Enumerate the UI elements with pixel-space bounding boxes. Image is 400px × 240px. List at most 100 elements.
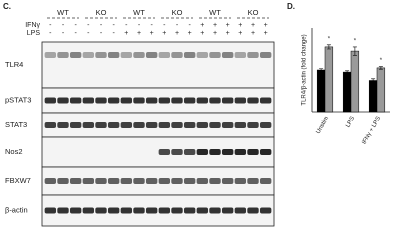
blot-band	[171, 207, 183, 214]
blot-frame	[41, 136, 275, 168]
treatment-label: IFNγ	[25, 22, 40, 29]
blot-band	[183, 178, 196, 184]
treatment-sign: +	[137, 30, 141, 37]
blot-band	[69, 122, 82, 128]
blot-band	[145, 122, 158, 128]
blot-band	[57, 52, 69, 58]
panel-label: C.	[3, 2, 11, 11]
treatment-sign: +	[226, 22, 230, 29]
treatment-sign: -	[49, 30, 52, 37]
blot-band	[158, 149, 171, 155]
blot-band	[259, 178, 272, 184]
treatment-sign: +	[200, 22, 204, 29]
blot-band	[133, 97, 145, 104]
blot-band	[196, 97, 209, 104]
blot-band	[133, 122, 145, 128]
treatment-sign: -	[163, 22, 166, 29]
treatment-sign: +	[238, 30, 242, 37]
blot-band	[221, 122, 234, 128]
blot-band	[196, 207, 209, 214]
blot-band	[221, 97, 234, 104]
group-label: WT	[57, 8, 69, 17]
blot-band	[145, 207, 158, 214]
blot-band	[196, 52, 209, 58]
treatment-sign: -	[100, 30, 103, 37]
blot-band	[234, 97, 247, 104]
bar	[316, 69, 326, 113]
blot-band	[133, 178, 145, 184]
treatment-sign: +	[238, 22, 242, 29]
blot-band	[183, 207, 196, 214]
treatment-sign: +	[150, 30, 154, 37]
treatment-sign: -	[62, 22, 65, 29]
treatment-sign: +	[213, 22, 217, 29]
blot-band	[120, 178, 133, 184]
blot-band	[95, 52, 107, 58]
blot-band	[259, 52, 272, 58]
blot-band	[183, 97, 196, 104]
treatment-sign: +	[124, 30, 128, 37]
panel-label: D.	[287, 2, 295, 11]
blot-band	[107, 178, 120, 184]
treatment-sign: +	[264, 22, 268, 29]
blot-band	[44, 97, 57, 104]
blot-band	[69, 207, 82, 214]
blot-band	[234, 149, 247, 155]
group-label: WT	[209, 8, 221, 17]
blot-band	[95, 207, 107, 214]
blot-band	[145, 178, 158, 184]
blot-frame	[41, 41, 275, 89]
error-bar	[378, 66, 383, 70]
blot-band	[158, 52, 171, 58]
blot-label: pSTAT3	[5, 95, 31, 104]
blot-band	[196, 178, 209, 184]
treatment-sign: +	[226, 30, 230, 37]
blot-band	[120, 52, 133, 58]
significance: *	[354, 38, 357, 44]
blot-band	[183, 149, 196, 155]
blot-band	[259, 149, 272, 155]
blot-band	[82, 122, 95, 128]
blot-band	[107, 52, 120, 58]
treatment-sign: -	[188, 22, 191, 29]
x-tick-label: Unstim	[316, 116, 331, 135]
treatment-sign: -	[87, 30, 90, 37]
error-bar	[345, 70, 350, 74]
blot-band	[183, 122, 196, 128]
treatment-sign: +	[213, 30, 217, 37]
treatment-sign: +	[251, 30, 255, 37]
blot-band	[259, 97, 272, 104]
blot-band	[145, 52, 158, 58]
treatment-sign: -	[150, 22, 153, 29]
blot-band	[171, 52, 183, 58]
blot-band	[171, 178, 183, 184]
blot-band	[209, 149, 221, 155]
treatment-sign: -	[74, 30, 77, 37]
blot-band	[57, 207, 69, 214]
blot-band	[120, 122, 133, 128]
blot-band	[82, 52, 95, 58]
blot-band	[95, 97, 107, 104]
treatment-sign: -	[112, 22, 115, 29]
blot-band	[95, 178, 107, 184]
blot-label: TLR4	[5, 60, 23, 69]
blot-band	[171, 97, 183, 104]
blot-band	[247, 52, 259, 58]
blot-band	[158, 97, 171, 104]
treatment-sign: -	[62, 30, 65, 37]
bar	[376, 67, 386, 113]
blot-band	[196, 122, 209, 128]
blot-band	[44, 178, 57, 184]
blot-band	[247, 178, 259, 184]
treatment-sign: +	[251, 22, 255, 29]
blot-band	[44, 52, 57, 58]
blot-band	[107, 97, 120, 104]
blot-band	[82, 97, 95, 104]
significance: *	[380, 58, 383, 64]
blot-band	[196, 149, 209, 155]
blot-band	[247, 149, 259, 155]
bar	[350, 50, 360, 113]
treatment-sign: +	[162, 30, 166, 37]
treatment-sign: +	[200, 30, 204, 37]
